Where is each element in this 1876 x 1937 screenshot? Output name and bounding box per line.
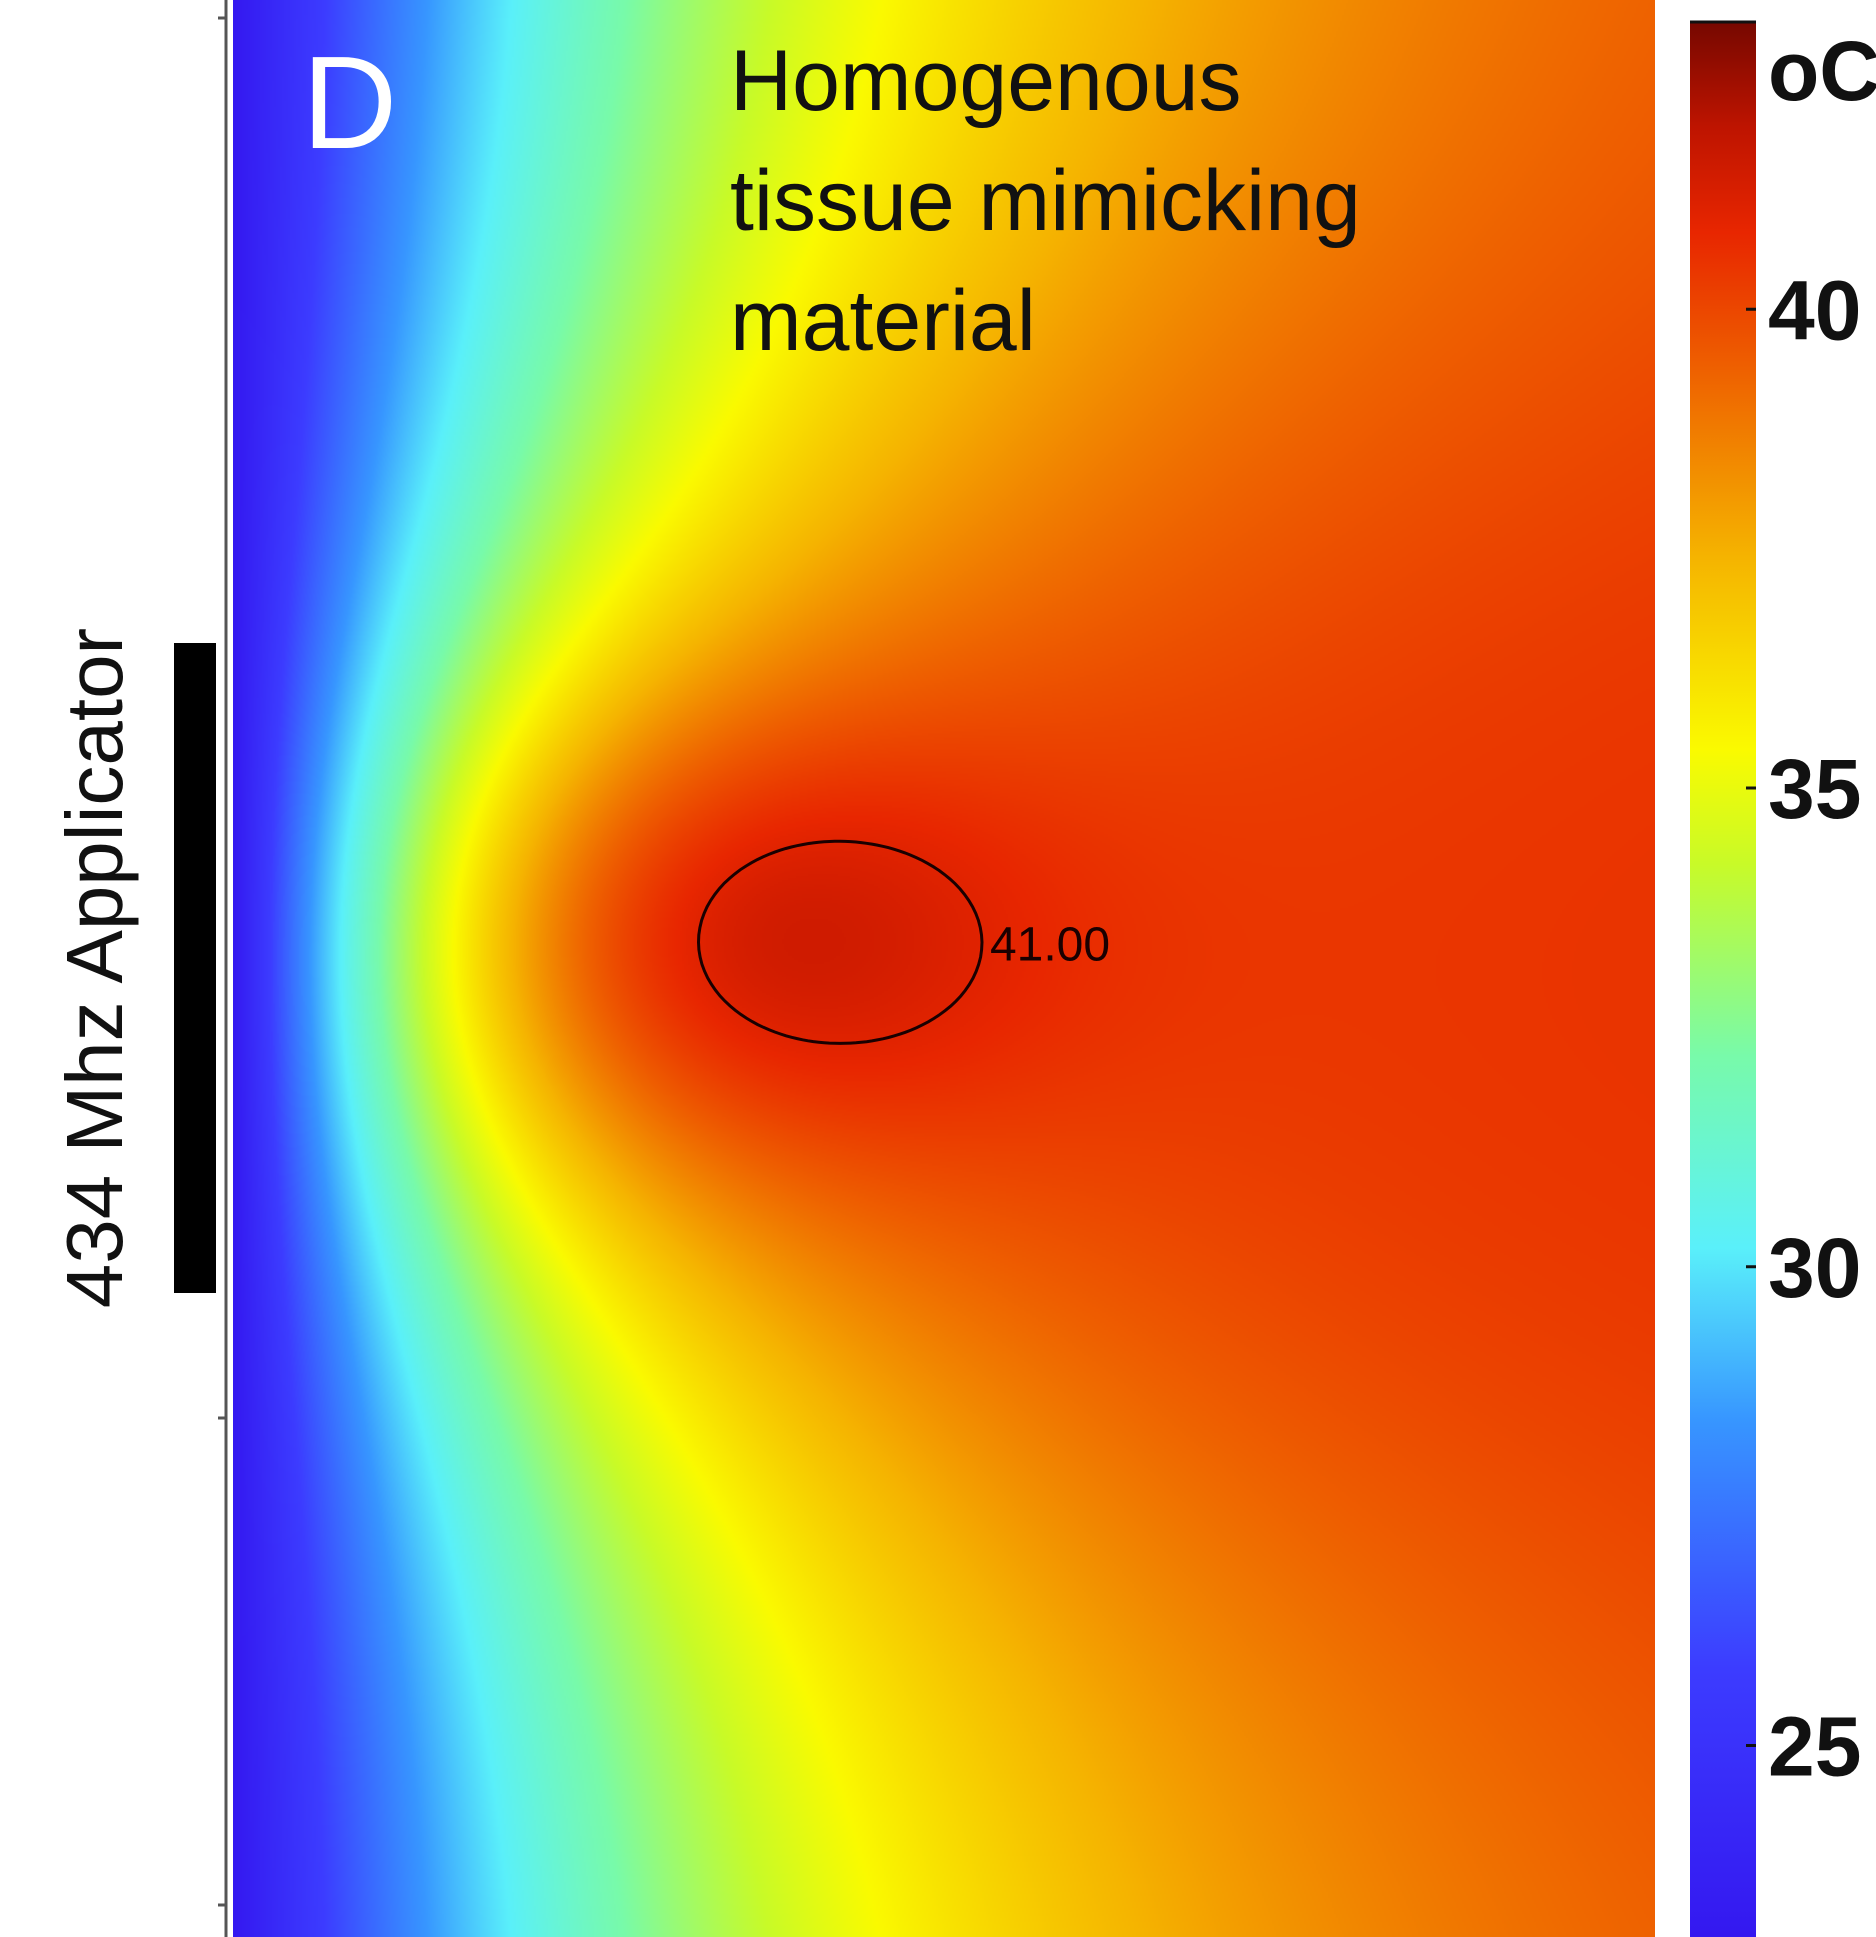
heatmap-plot: 41.00 xyxy=(233,0,1655,1937)
contour-line xyxy=(696,839,984,1045)
contour-label: 41.00 xyxy=(990,918,1110,971)
colorbar-unit: oC xyxy=(1768,24,1876,118)
colorbar: 25 30 35 40 oC xyxy=(1690,20,1876,1937)
annotation-line-2: tissue mimicking xyxy=(730,153,1361,249)
colorbar-tick-label: 40 xyxy=(1768,263,1861,357)
panel-label: D xyxy=(302,29,397,176)
colorbar-tick-label: 25 xyxy=(1768,1700,1861,1794)
applicator-label: 434 Mhz Applicator xyxy=(50,628,139,1308)
colorbar-fill xyxy=(1690,22,1756,1937)
applicator-bar xyxy=(174,643,216,1293)
colorbar-tick-label: 35 xyxy=(1768,742,1861,836)
annotation-line-1: Homogenous xyxy=(730,33,1242,129)
colorbar-tick-label: 30 xyxy=(1768,1221,1861,1315)
annotation-line-3: material xyxy=(730,273,1036,369)
